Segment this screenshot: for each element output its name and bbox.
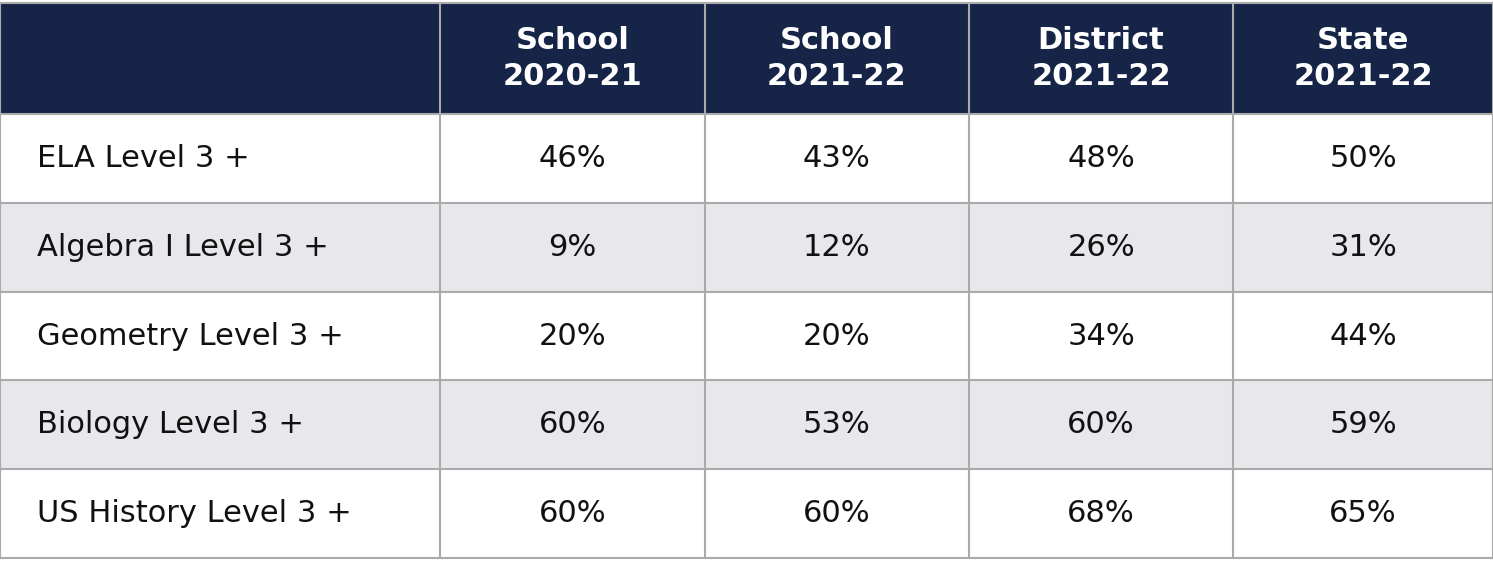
Bar [705, 380, 969, 470]
Bar [969, 292, 1233, 380]
Text: State: State [1317, 25, 1409, 54]
Bar [440, 470, 705, 558]
Bar [969, 203, 1233, 292]
Text: 65%: 65% [1329, 499, 1397, 528]
Text: 2020-21: 2020-21 [503, 62, 642, 91]
Bar [969, 380, 1233, 470]
Text: 60%: 60% [803, 499, 870, 528]
Text: 20%: 20% [803, 321, 870, 351]
Text: School: School [779, 25, 894, 54]
Text: Geometry Level 3 +: Geometry Level 3 + [37, 321, 343, 351]
Text: 2021-22: 2021-22 [1032, 62, 1171, 91]
Bar [1233, 114, 1493, 203]
Text: 34%: 34% [1067, 321, 1135, 351]
Bar [440, 292, 705, 380]
Text: 60%: 60% [539, 411, 606, 439]
Bar [440, 3, 705, 114]
Text: 44%: 44% [1329, 321, 1397, 351]
Bar [1233, 380, 1493, 470]
Text: 59%: 59% [1329, 411, 1397, 439]
Text: ELA Level 3 +: ELA Level 3 + [37, 144, 249, 173]
Text: 48%: 48% [1067, 144, 1135, 173]
Bar [0, 3, 440, 114]
Bar [440, 203, 705, 292]
Text: 50%: 50% [1329, 144, 1397, 173]
Text: Algebra I Level 3 +: Algebra I Level 3 + [37, 233, 328, 261]
Text: District: District [1038, 25, 1165, 54]
Bar [1233, 470, 1493, 558]
Text: 26%: 26% [1067, 233, 1135, 261]
Text: 60%: 60% [539, 499, 606, 528]
Text: US History Level 3 +: US History Level 3 + [37, 499, 352, 528]
Bar [705, 114, 969, 203]
Text: 43%: 43% [803, 144, 870, 173]
Text: 68%: 68% [1067, 499, 1135, 528]
Text: 53%: 53% [803, 411, 870, 439]
Bar [0, 470, 440, 558]
Bar [705, 203, 969, 292]
Bar [969, 470, 1233, 558]
Bar [1233, 292, 1493, 380]
Bar [0, 114, 440, 203]
Bar [969, 114, 1233, 203]
Bar [1233, 3, 1493, 114]
Text: 2021-22: 2021-22 [767, 62, 906, 91]
Bar [969, 3, 1233, 114]
Text: 46%: 46% [539, 144, 606, 173]
Text: 20%: 20% [539, 321, 606, 351]
Bar [705, 470, 969, 558]
Bar [440, 114, 705, 203]
Bar [0, 380, 440, 470]
Bar [0, 203, 440, 292]
Bar [0, 292, 440, 380]
Bar [705, 3, 969, 114]
Bar [705, 292, 969, 380]
Bar [440, 380, 705, 470]
Text: 31%: 31% [1329, 233, 1397, 261]
Text: Biology Level 3 +: Biology Level 3 + [37, 411, 305, 439]
Text: 9%: 9% [548, 233, 597, 261]
Bar [1233, 203, 1493, 292]
Text: 60%: 60% [1067, 411, 1135, 439]
Text: 2021-22: 2021-22 [1293, 62, 1433, 91]
Text: School: School [515, 25, 630, 54]
Text: 12%: 12% [803, 233, 870, 261]
